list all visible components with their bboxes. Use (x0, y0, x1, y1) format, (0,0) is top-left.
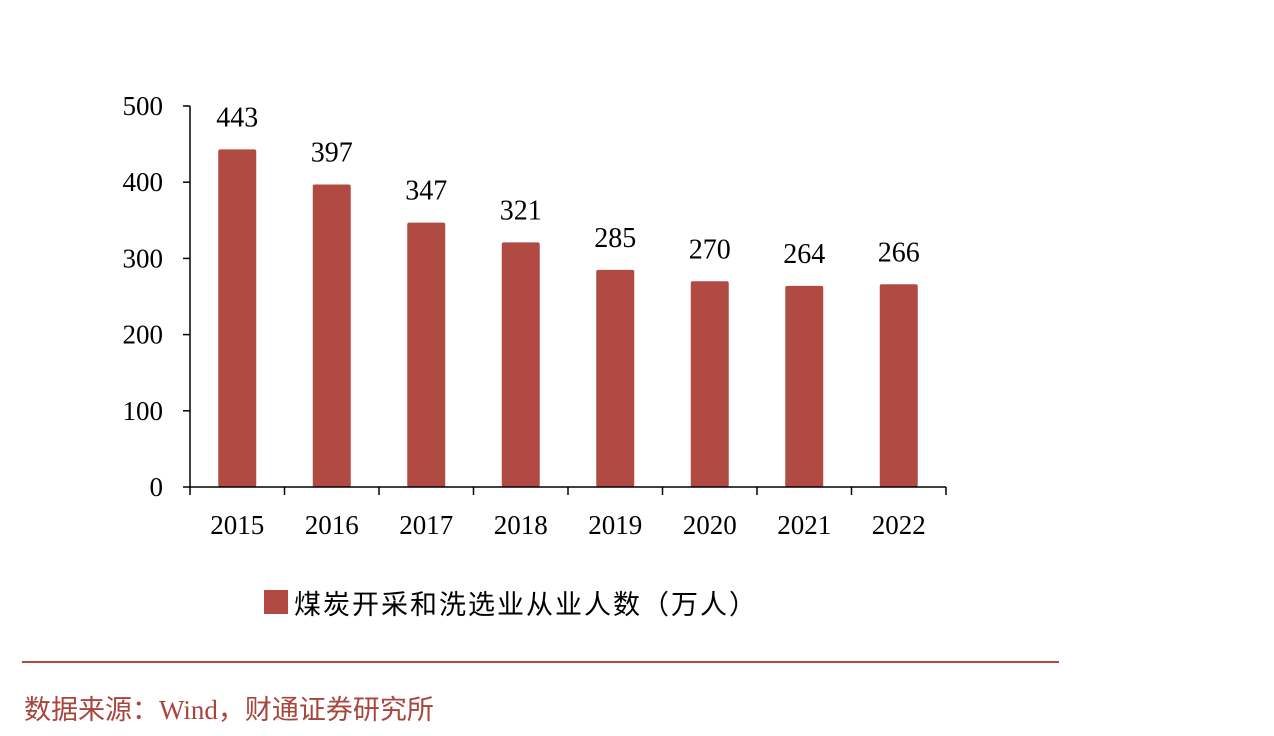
x-tick-label: 2016 (305, 510, 359, 540)
data-label: 264 (783, 239, 825, 270)
bar (407, 222, 446, 487)
x-tick-label: 2018 (494, 510, 548, 540)
bar (596, 269, 635, 487)
data-labels: 443 397 347 321 285 270 264 266 (216, 102, 920, 269)
data-label: 347 (405, 176, 447, 207)
data-label: 443 (216, 102, 258, 133)
data-label: 270 (689, 234, 731, 265)
x-tick-label: 2020 (683, 510, 737, 540)
data-label: 266 (878, 237, 920, 268)
x-tick-label: 2019 (588, 510, 642, 540)
bar (312, 184, 351, 487)
y-tick-label: 500 (123, 91, 164, 121)
x-tick-label: 2017 (399, 510, 453, 540)
bar (690, 281, 729, 487)
y-axis: 0 100 200 300 400 500 (123, 91, 191, 502)
x-tick-label: 2015 (210, 510, 264, 540)
legend-label: 煤炭开采和洗选业从业人数（万人） (294, 589, 758, 620)
y-tick-label: 200 (123, 320, 164, 350)
bar (785, 285, 824, 487)
bar (879, 284, 918, 487)
y-tick-label: 400 (123, 167, 164, 197)
legend-swatch (264, 590, 288, 614)
legend: 煤炭开采和洗选业从业人数（万人） (264, 585, 758, 620)
bar-chart: 0 100 200 300 400 500 2015 2016 2017 2018 2019 202… (123, 91, 947, 540)
x-axis: 2015 2016 2017 2018 2019 2020 2021 2022 (189, 486, 947, 540)
y-tick-label: 100 (123, 396, 164, 426)
data-label: 285 (594, 223, 636, 254)
x-tick-label: 2021 (777, 510, 831, 540)
data-label: 397 (311, 137, 353, 168)
y-tick-label: 0 (150, 472, 164, 502)
source-note: 数据来源：Wind，财通证券研究所 (24, 695, 434, 725)
divider-line (22, 661, 1059, 663)
x-tick-label: 2022 (872, 510, 926, 540)
bar (218, 149, 257, 487)
bar (501, 242, 540, 487)
bars (218, 149, 918, 487)
data-label: 321 (500, 195, 542, 226)
y-tick-label: 300 (123, 243, 164, 273)
